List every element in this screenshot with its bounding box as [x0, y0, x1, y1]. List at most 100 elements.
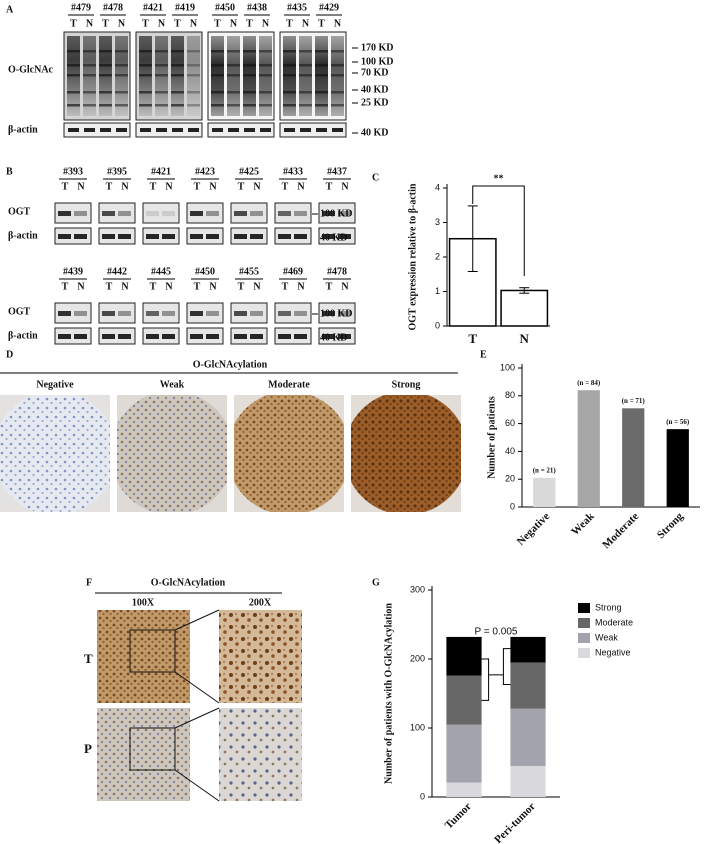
- blot-band: [102, 211, 115, 216]
- bar-segment: [510, 708, 546, 766]
- label: #393: [63, 166, 83, 177]
- blot-band: [74, 311, 87, 316]
- ihc-peri-100x: [97, 708, 190, 801]
- blot-band: [172, 128, 183, 132]
- label: N: [165, 281, 173, 292]
- blot-band: [74, 334, 87, 339]
- blot-band: [74, 211, 87, 216]
- ihc-core: [351, 395, 461, 512]
- bar: [500, 289, 549, 327]
- bar-segment: [446, 636, 482, 676]
- blot-band: [331, 74, 344, 77]
- label: N: [77, 181, 85, 192]
- y-axis-label: Number of patients: [486, 396, 497, 479]
- bar-segment: [446, 724, 482, 783]
- y-tick-label: 200: [410, 653, 425, 663]
- label: β-actin: [8, 124, 38, 135]
- blot-band: [162, 334, 175, 339]
- blot-band: [67, 74, 80, 77]
- label: P: [84, 741, 92, 756]
- blot-band: [331, 104, 344, 107]
- label: β-actin: [8, 330, 38, 341]
- label: Moderate: [268, 379, 310, 390]
- label: Negative: [36, 379, 74, 390]
- blot-band: [99, 50, 112, 53]
- label: 100 KD: [361, 56, 394, 67]
- label: #419: [175, 2, 195, 13]
- blot-band: [162, 211, 175, 216]
- blot-band: [187, 91, 200, 94]
- y-tick-label: 4: [435, 182, 440, 192]
- label: #442: [107, 266, 127, 277]
- label: 40 KD: [320, 232, 348, 243]
- label: N: [86, 18, 94, 29]
- blot-band: [278, 211, 291, 216]
- blot-band: [294, 311, 307, 316]
- ihc-tumor-200x: [219, 610, 302, 703]
- label: 40 KD: [320, 332, 348, 343]
- label: T: [106, 281, 113, 292]
- blot-band: [294, 211, 307, 216]
- blot-frame: [230, 227, 268, 245]
- blot-band: [206, 311, 219, 316]
- blot-band: [99, 104, 112, 107]
- label: T: [70, 18, 77, 29]
- blot-band: [299, 74, 312, 77]
- label: 170 KD: [361, 42, 394, 53]
- legend-swatch: [578, 618, 590, 628]
- blot-band: [74, 234, 87, 239]
- label: #450: [215, 2, 235, 13]
- zoom-line: [174, 769, 220, 802]
- blot-band: [146, 334, 159, 339]
- blot-band: [118, 211, 131, 216]
- label: 40 KD: [361, 127, 389, 138]
- blot-band: [146, 211, 159, 216]
- blot-frame: [318, 302, 356, 324]
- blot-frame: [274, 202, 312, 224]
- blot-band: [115, 64, 128, 67]
- blot-frame: [142, 227, 180, 245]
- label: #425: [239, 166, 259, 177]
- blot-band: [315, 104, 328, 107]
- label: Weak: [160, 379, 185, 390]
- significance-bracket: [472, 185, 525, 276]
- label: #478: [327, 266, 347, 277]
- blot-band: [294, 234, 307, 239]
- x-tick-label: Strong: [655, 510, 686, 541]
- label: 100X: [132, 597, 155, 608]
- blot-band: [244, 128, 255, 132]
- y-tick-label: 2: [435, 251, 440, 261]
- legend-label: Negative: [595, 647, 631, 657]
- blot-frame: [274, 302, 312, 324]
- label: N: [253, 181, 261, 192]
- blot-band: [259, 50, 272, 53]
- label: OGT: [8, 306, 31, 317]
- label: T: [246, 18, 253, 29]
- blot-frame: [318, 227, 356, 245]
- blot-band: [146, 311, 159, 316]
- blot-band: [338, 234, 351, 239]
- label: T: [174, 18, 181, 29]
- blot-band: [316, 128, 327, 132]
- x-tick-label: Negative: [515, 510, 553, 548]
- bar: [577, 390, 600, 507]
- blot-band: [315, 50, 328, 53]
- blot-band: [300, 128, 311, 132]
- blot-band: [99, 91, 112, 94]
- blot-band: [259, 64, 272, 67]
- label: T: [286, 18, 293, 29]
- bar-segment: [446, 782, 482, 797]
- blot-band: [227, 74, 240, 77]
- blot-band: [58, 311, 71, 316]
- label: F: [86, 577, 92, 588]
- blot-frame: [186, 227, 224, 245]
- blot-band: [234, 211, 247, 216]
- bar: [666, 429, 689, 507]
- blot-frame: [54, 327, 92, 345]
- label: N: [253, 281, 261, 292]
- blot-band: [102, 311, 115, 316]
- annotation: P = 0.005: [475, 627, 518, 638]
- label: N: [121, 281, 129, 292]
- label: #423: [195, 166, 215, 177]
- blot-band: [83, 91, 96, 94]
